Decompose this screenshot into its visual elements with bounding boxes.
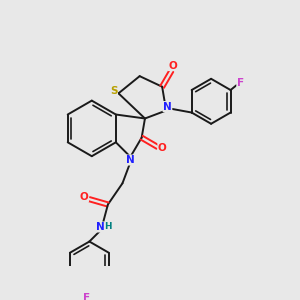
Text: S: S [110,86,118,96]
Text: O: O [80,191,88,202]
Text: O: O [158,143,167,153]
Text: N: N [163,102,172,112]
Text: F: F [237,78,244,88]
Text: N: N [96,222,104,232]
Text: O: O [168,61,177,70]
Text: H: H [103,223,111,232]
Text: F: F [82,292,90,300]
Text: N: N [126,155,135,165]
